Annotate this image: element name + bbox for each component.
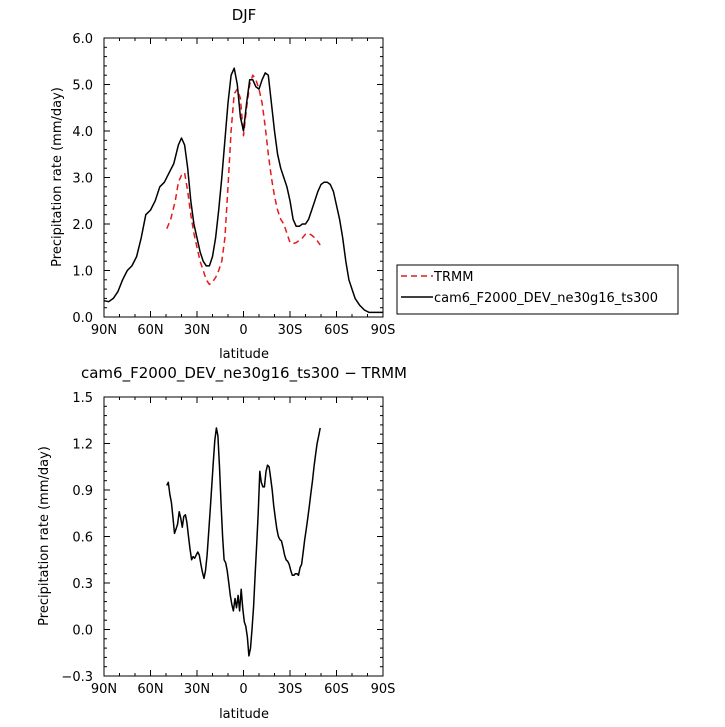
x-tick-label: 0 (239, 323, 247, 338)
y-tick-label: 2.0 (72, 218, 93, 233)
x-tick-label: 90S (371, 323, 396, 338)
x-tick-label: 30N (184, 682, 210, 697)
series-line-cam6-f2000-dev-ne30g16-ts300 (103, 67, 383, 314)
x-tick-label: 60N (137, 682, 163, 697)
x-tick-label: 0 (239, 682, 247, 697)
x-tick-label: 30N (184, 323, 210, 338)
y-tick-label: 4.0 (72, 125, 93, 140)
x-axis-label: latitude (219, 707, 269, 722)
y-tick-label: 6.0 (72, 32, 93, 47)
y-tick-label: 0.3 (72, 577, 93, 592)
panel-top: DJF 90N 60N 30N 0 30S 60S 90S 0.0 1.0 2.0 3.0 4.0 5.… (50, 6, 395, 362)
legend-label-cam6: cam6_F2000_DEV_ne30g16_ts300 (434, 291, 658, 306)
y-tick-label: 3.0 (72, 172, 93, 187)
plot-frame (103, 396, 384, 677)
x-tick-label: 30S (278, 323, 303, 338)
x-axis-label: latitude (219, 347, 269, 362)
axes-group: 90N 60N 30N 0 30S 60S 90S 0.0 1.0 2.0 3.0 4.0 5.0 6.0 (72, 32, 395, 338)
x-tick-label: 60N (137, 323, 163, 338)
y-tick-label: 1.5 (72, 391, 93, 406)
x-tick-label: 90N (91, 323, 117, 338)
series-group (103, 67, 383, 314)
y-tick-label: 5.0 (72, 79, 93, 94)
y-tick-label: 0.0 (72, 624, 93, 639)
y-tick-label: −0.3 (61, 670, 93, 685)
series-line-trmm (166, 74, 321, 286)
y-axis-label: Precipitation rate (mm/day) (50, 87, 65, 267)
panel-title: cam6_F2000_DEV_ne30g16_ts300 − TRMM (81, 364, 407, 383)
legend-box (396, 264, 679, 315)
x-tick-label: 30S (278, 682, 303, 697)
series-line-difference (166, 427, 321, 657)
axes-group: 90N 60N 30N 0 30S 60S 90S −0.3 0.0 0.3 0.6 0.9 1.2 1.… (61, 391, 395, 697)
plot-frame (103, 37, 384, 318)
y-tick-label: 0.9 (72, 484, 93, 499)
legend: TRMM cam6_F2000_DEV_ne30g16_ts300 (396, 264, 679, 315)
x-tick-label: 90N (91, 682, 117, 697)
x-tick-label: 60S (324, 682, 349, 697)
y-tick-label: 0.6 (72, 531, 93, 546)
y-tick-label: 1.2 (72, 438, 93, 453)
x-tick-label: 90S (371, 682, 396, 697)
panel-title: DJF (232, 6, 257, 24)
y-tick-label: 1.0 (72, 265, 93, 280)
y-tick-label: 0.0 (72, 311, 93, 326)
legend-label-trmm: TRMM (433, 270, 473, 285)
y-axis-label: Precipitation rate (mm/day) (37, 446, 52, 626)
x-tick-label: 60S (324, 323, 349, 338)
series-group (166, 427, 321, 657)
panel-bottom: cam6_F2000_DEV_ne30g16_ts300 − TRMM 90N 6… (37, 364, 407, 722)
